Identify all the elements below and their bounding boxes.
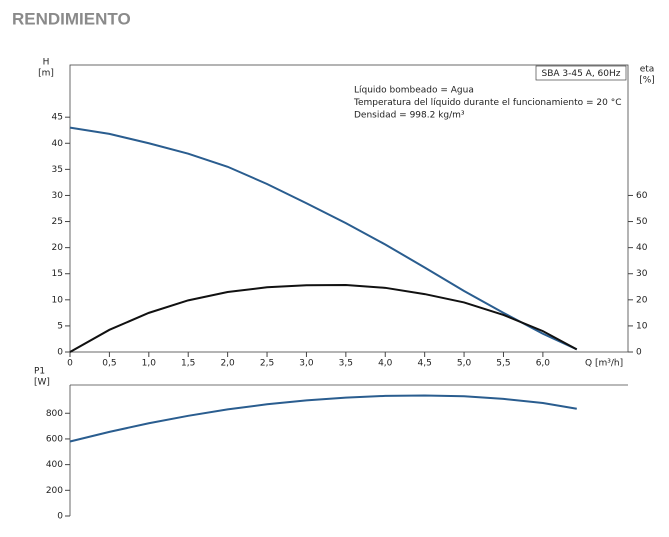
series-line xyxy=(69,283,578,353)
y-tick-label: 800 xyxy=(46,409,63,419)
x-tick-label: 4,0 xyxy=(378,359,393,369)
y-tick-label: 20 xyxy=(52,243,64,253)
x-tick-label: 1,5 xyxy=(181,359,195,369)
y-axis-label: H xyxy=(43,58,50,68)
x-axis-label: Q [m³/h] xyxy=(585,359,623,369)
series-line xyxy=(69,394,577,443)
y-tick-label: 15 xyxy=(52,269,63,279)
y2-tick-label: 50 xyxy=(636,217,648,227)
y-tick-label: 0 xyxy=(57,512,63,522)
annotation: Temperatura del líquido durante el funci… xyxy=(353,98,621,108)
y2-tick-label: 0 xyxy=(636,348,642,358)
y-tick-label: 200 xyxy=(46,486,63,496)
y2-tick-label: 10 xyxy=(636,321,648,331)
y-tick-label: 10 xyxy=(52,295,64,305)
y-tick-label: 40 xyxy=(52,139,64,149)
y-tick-label: 35 xyxy=(52,165,63,175)
y-tick-label: 30 xyxy=(52,191,64,201)
y2-tick-label: 40 xyxy=(636,243,648,253)
x-tick-label: 3,0 xyxy=(299,359,314,369)
x-tick-label: 2,5 xyxy=(260,359,274,369)
page-title: RENDIMIENTO xyxy=(12,9,131,28)
x-tick-label: 4,5 xyxy=(417,359,431,369)
x-tick-label: 5,0 xyxy=(457,359,472,369)
y-tick-label: 25 xyxy=(52,217,63,227)
annotation: Líquido bombeado = Agua xyxy=(354,86,474,96)
y2-tick-label: 20 xyxy=(636,295,648,305)
y-tick-label: 45 xyxy=(52,113,63,123)
x-tick-label: 2,0 xyxy=(220,359,235,369)
x-tick-label: 0 xyxy=(67,359,73,369)
label-box-text: SBA 3-45 A, 60Hz xyxy=(541,69,620,79)
x-tick-label: 1,0 xyxy=(142,359,157,369)
x-tick-label: 0,5 xyxy=(102,359,116,369)
x-tick-label: 3,5 xyxy=(339,359,353,369)
y-axis-label: [m] xyxy=(38,69,54,79)
y2-axis-label: eta xyxy=(640,65,655,75)
series-line xyxy=(69,126,578,351)
y2-tick-label: 30 xyxy=(636,269,648,279)
label-box xyxy=(535,65,627,81)
y-tick-label: 600 xyxy=(46,434,63,444)
annotation: Densidad = 998.2 kg/m³ xyxy=(354,111,465,121)
y2-tick-label: 60 xyxy=(636,191,648,201)
y-axis-label: [W] xyxy=(34,378,50,388)
x-tick-label: 5,5 xyxy=(496,359,510,369)
y-axis-label: P1 xyxy=(34,367,45,377)
y-tick-label: 400 xyxy=(46,460,63,470)
y2-axis-label: [%] xyxy=(639,76,655,86)
y-tick-label: 5 xyxy=(57,321,63,331)
plot-frame xyxy=(69,64,629,353)
y-tick-label: 0 xyxy=(57,348,63,358)
x-tick-label: 6,0 xyxy=(536,359,551,369)
